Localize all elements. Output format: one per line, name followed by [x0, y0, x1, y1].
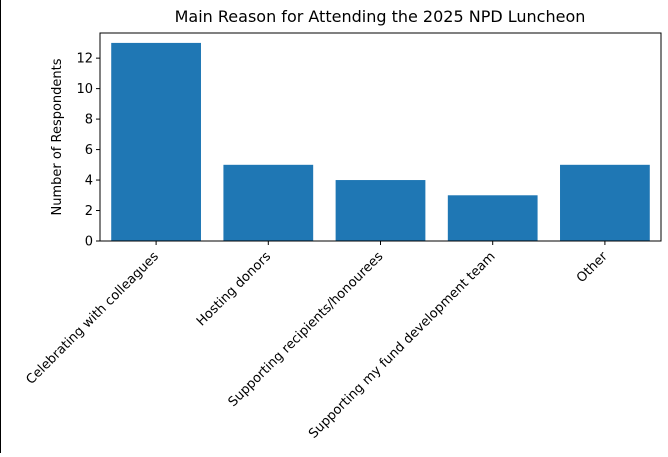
y-tick-label: 2	[85, 204, 93, 219]
y-ticks-group: 0 2 4 6 8 10 12	[76, 52, 100, 250]
bar-2	[335, 180, 426, 241]
y-tick-label: 8	[85, 113, 93, 128]
y-tick-label: 10	[76, 82, 93, 97]
y-tick-label: 0	[85, 235, 93, 250]
chart-title: Main Reason for Attending the 2025 NPD L…	[175, 7, 586, 26]
bars-group	[111, 42, 650, 242]
bar-4	[560, 164, 650, 241]
y-axis-label: Number of Respondents	[50, 58, 65, 215]
bar-0	[111, 42, 201, 242]
bar-3	[447, 195, 538, 241]
y-tick-label: 6	[85, 143, 93, 158]
y-tick-label: 4	[85, 174, 93, 189]
bar-1	[223, 164, 314, 241]
y-tick-label: 12	[76, 52, 93, 67]
